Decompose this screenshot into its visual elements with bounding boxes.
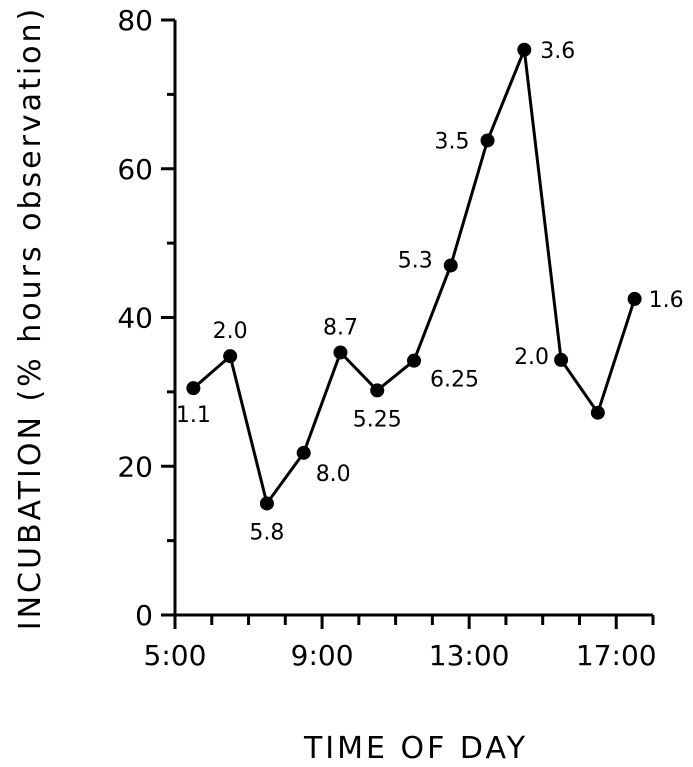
data-point [333,345,348,360]
data-label: 5.25 [353,407,402,432]
data-label: 5.3 [398,248,433,273]
data-label: 8.7 [323,315,358,340]
x-tick-label: 9:00 [291,639,354,672]
y-axis: 0 20 40 60 80 [117,4,177,632]
data-label: 3.5 [435,129,470,154]
y-tick-label: 0 [135,599,153,632]
data-point [590,405,605,420]
data-label: 1.1 [176,403,211,428]
data-point [259,496,274,511]
data-label: 6.25 [430,368,479,393]
data-point [186,381,201,396]
data-point [554,352,569,367]
x-tick-label: 17:00 [576,639,657,672]
data-label: 2.0 [213,319,248,344]
data-point [407,353,421,368]
data-label: 3.6 [540,39,575,64]
data-label: 2.0 [514,345,549,370]
y-tick-label: 60 [117,153,153,186]
x-axis: 5:00 9:00 13:00 17:00 [144,613,657,672]
data-point [296,445,311,460]
x-axis-title: TIME OF DAY [303,731,528,766]
y-tick-label: 20 [117,450,153,483]
data-point [480,133,495,148]
data-point [443,258,458,273]
data-label: 1.6 [649,288,684,313]
y-axis-title: INCUBATION (% hours observation) [13,6,48,631]
series-line [192,48,637,505]
data-point [627,291,642,306]
y-tick-label: 80 [117,4,153,37]
data-label: 8.0 [316,462,351,487]
data-point [517,42,532,57]
data-point [223,349,238,364]
x-tick-label: 5:00 [144,639,207,672]
series-group: 1.1 2.0 5.8 8.0 8.7 5.25 6.25 5.3 3.5 3.6 2.0 1.6 [176,39,684,546]
data-point [370,383,385,398]
x-tick-label: 13:00 [429,639,510,672]
data-label: 5.8 [249,520,284,545]
y-tick-label: 40 [117,302,153,335]
